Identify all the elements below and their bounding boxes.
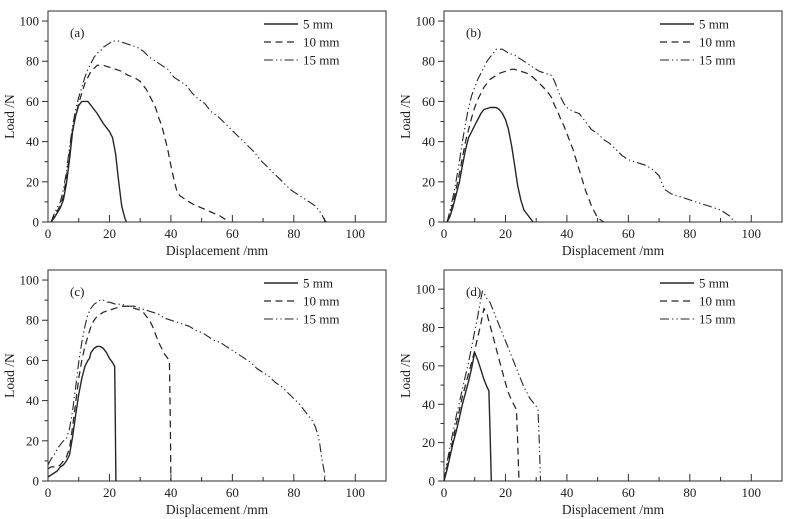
y-tick-label: 100 xyxy=(20,14,40,29)
y-tick-label: 20 xyxy=(422,174,435,189)
axes-box xyxy=(443,269,783,482)
y-axis-label: Load /N xyxy=(2,94,17,139)
series-line-15mm xyxy=(50,40,327,223)
legend-label: 5 mm xyxy=(699,276,729,291)
y-tick-label: 40 xyxy=(26,393,39,408)
y-tick-label: 20 xyxy=(26,174,39,189)
y-axis-label: Load /N xyxy=(398,353,413,398)
panel-label: (a) xyxy=(70,25,84,40)
legend-label: 15 mm xyxy=(303,53,339,68)
series-line-5mm xyxy=(47,345,117,482)
panel-label: (d) xyxy=(466,284,481,299)
y-tick-label: 60 xyxy=(422,358,435,373)
y-tick-label: 100 xyxy=(20,273,40,288)
legend-label: 15 mm xyxy=(699,53,735,68)
series-line-15mm xyxy=(47,299,327,482)
x-tick-label: 60 xyxy=(622,485,635,500)
series-line-15mm xyxy=(446,48,737,223)
y-tick-label: 40 xyxy=(26,134,39,149)
x-tick-label: 40 xyxy=(164,226,177,241)
legend-label: 10 mm xyxy=(303,294,339,309)
chart-panel-a: 0 20 40 60 80 100 0 20 40 60 80 100 Displacement /mm… xyxy=(2,10,387,258)
y-tick-label: 0 xyxy=(33,474,40,489)
x-tick-label: 100 xyxy=(742,485,762,500)
y-tick-label: 40 xyxy=(422,134,435,149)
legend-label: 15 mm xyxy=(699,312,735,327)
legend-label: 10 mm xyxy=(699,294,735,309)
panel-label: (b) xyxy=(466,25,481,40)
y-axis-label: Load /N xyxy=(2,353,17,398)
y-tick-label: 40 xyxy=(422,397,435,412)
y-tick-label: 60 xyxy=(26,353,39,368)
y-tick-label: 20 xyxy=(26,433,39,448)
legend-label: 15 mm xyxy=(303,312,339,327)
x-tick-label: 100 xyxy=(742,226,762,241)
x-axis-label: Displacement /mm xyxy=(562,502,665,517)
y-tick-label: 80 xyxy=(422,320,435,335)
x-tick-label: 100 xyxy=(346,226,366,241)
x-tick-label: 60 xyxy=(226,485,239,500)
x-axis-label: Displacement /mm xyxy=(166,502,269,517)
series-line-10mm xyxy=(446,68,605,223)
legend-label: 5 mm xyxy=(699,17,729,32)
subplot-c: 0 20 40 60 80 100 0 20 40 60 80 100 Displacement /mm… xyxy=(0,259,396,519)
series-line-10mm xyxy=(50,64,230,223)
axes-box xyxy=(443,10,783,223)
y-tick-label: 100 xyxy=(416,282,436,297)
x-tick-label: 40 xyxy=(560,226,573,241)
series-line-5mm xyxy=(446,106,534,223)
y-tick-label: 60 xyxy=(26,94,39,109)
x-tick-label: 60 xyxy=(622,226,635,241)
y-tick-label: 0 xyxy=(429,215,436,230)
chart-panel-d: 0 20 40 60 80 100 0 20 40 60 80 100 Displacement /mm… xyxy=(398,269,783,517)
panel-label: (c) xyxy=(70,284,84,299)
axes-box xyxy=(47,10,387,223)
legend-label: 10 mm xyxy=(699,35,735,50)
series-line-15mm xyxy=(443,290,542,482)
x-tick-label: 20 xyxy=(103,485,116,500)
x-tick-label: 80 xyxy=(287,485,300,500)
series-line-5mm xyxy=(443,351,492,482)
x-tick-label: 20 xyxy=(499,485,512,500)
subplot-d: 0 20 40 60 80 100 0 20 40 60 80 100 Displacement /mm… xyxy=(396,259,793,519)
y-tick-label: 60 xyxy=(422,94,435,109)
y-tick-label: 80 xyxy=(26,54,39,69)
y-tick-label: 100 xyxy=(416,14,436,29)
x-tick-label: 100 xyxy=(346,485,366,500)
legend-label: 5 mm xyxy=(303,276,333,291)
x-tick-label: 20 xyxy=(103,226,116,241)
x-tick-label: 80 xyxy=(683,485,696,500)
y-tick-label: 80 xyxy=(422,54,435,69)
y-tick-label: 0 xyxy=(33,215,40,230)
y-tick-label: 20 xyxy=(422,435,435,450)
axes-box xyxy=(47,269,387,482)
x-tick-label: 80 xyxy=(683,226,696,241)
y-axis-label: Load /N xyxy=(398,94,413,139)
chart-panel-c: 0 20 40 60 80 100 0 20 40 60 80 100 Displacement /mm… xyxy=(2,269,387,517)
legend-label: 10 mm xyxy=(303,35,339,50)
x-tick-label: 0 xyxy=(45,485,52,500)
x-tick-label: 40 xyxy=(560,485,573,500)
series-line-5mm xyxy=(50,100,128,223)
series-line-10mm xyxy=(47,305,172,482)
x-tick-label: 80 xyxy=(287,226,300,241)
x-tick-label: 60 xyxy=(226,226,239,241)
y-tick-label: 80 xyxy=(26,313,39,328)
series-line-10mm xyxy=(443,307,520,482)
x-tick-label: 40 xyxy=(164,485,177,500)
x-axis-label: Displacement /mm xyxy=(562,243,665,258)
y-tick-label: 0 xyxy=(429,474,436,489)
x-tick-label: 0 xyxy=(441,226,448,241)
x-axis-label: Displacement /mm xyxy=(166,243,269,258)
subplot-b: 0 20 40 60 80 100 0 20 40 60 80 100 Displacement /mm… xyxy=(396,0,793,259)
x-tick-label: 20 xyxy=(499,226,512,241)
chart-panel-b: 0 20 40 60 80 100 0 20 40 60 80 100 Displacement /mm… xyxy=(398,10,783,258)
subplot-a: 0 20 40 60 80 100 0 20 40 60 80 100 Displacement /mm… xyxy=(0,0,396,259)
x-tick-label: 0 xyxy=(441,485,448,500)
x-tick-label: 0 xyxy=(45,226,52,241)
legend-label: 5 mm xyxy=(303,17,333,32)
